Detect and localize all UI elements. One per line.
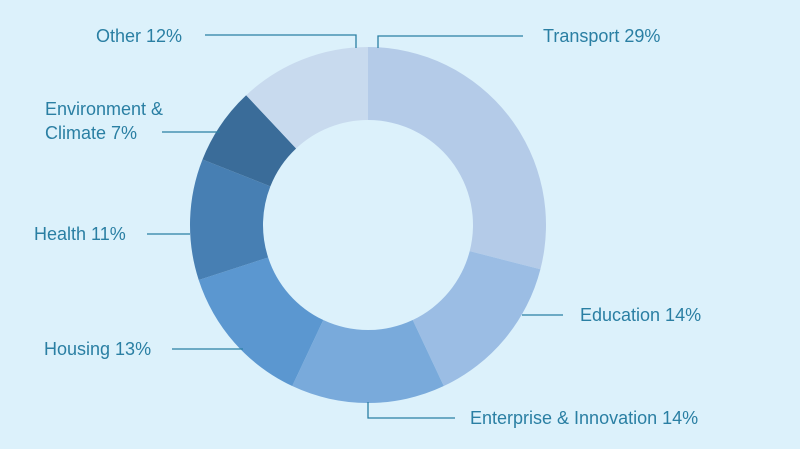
slice-health [190, 159, 271, 281]
slice-label-housing: Housing 13% [44, 339, 151, 359]
slice-label-transport: Transport 29% [543, 26, 660, 46]
leader-transport [377, 35, 523, 48]
slice-education [412, 251, 541, 387]
slice-label-environment-climate-line1: Environment & [45, 99, 163, 119]
slice-enterprise-innovation [292, 320, 444, 403]
slice-label-health: Health 11% [34, 224, 126, 244]
slice-housing [198, 257, 324, 387]
leader-enterprise-innovation [367, 402, 455, 419]
slice-label-education: Education 14% [580, 305, 701, 325]
labels-group: Transport 29% Education 14% Enterprise &… [34, 26, 701, 428]
slices-group [190, 47, 546, 403]
slice-environment-climate [202, 95, 297, 187]
leader-other [205, 34, 357, 48]
slice-label-other: Other 12% [96, 26, 182, 46]
slice-transport [368, 47, 546, 270]
slice-label-environment-climate-line2: Climate 7% [45, 123, 137, 143]
slice-label-enterprise-innovation: Enterprise & Innovation 14% [470, 408, 698, 428]
slice-other [246, 47, 368, 149]
